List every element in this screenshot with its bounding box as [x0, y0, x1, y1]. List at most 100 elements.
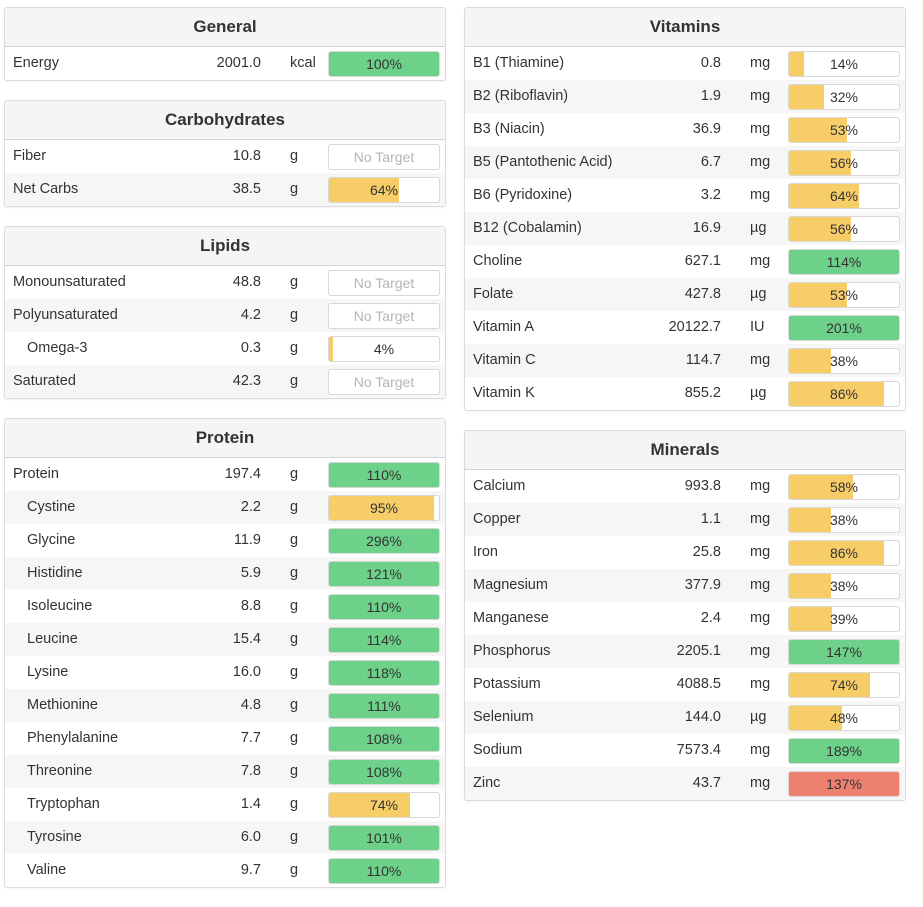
progress-fill: [789, 382, 884, 406]
progress-fill: [329, 727, 439, 751]
nutrient-row-fiber[interactable]: Fiber 10.8 g No Target: [5, 140, 445, 173]
nutrient-unit: mg: [750, 643, 771, 659]
nutrient-list: Energy 2001.0 kcal 100%: [5, 47, 445, 80]
progress-percent: 58%: [829, 479, 859, 495]
target-progress-bar: 189%: [788, 738, 900, 764]
nutrient-unit: g: [290, 631, 299, 647]
nutrient-amount: 1.4: [240, 796, 261, 812]
nutrient-row-net-carbs[interactable]: Net Carbs 38.5 g 64%: [5, 173, 445, 206]
target-progress-bar: No Target: [328, 369, 440, 395]
progress-percent: 108%: [366, 764, 402, 780]
panel-title: Lipids: [5, 227, 445, 266]
nutrient-amount: 4.8: [240, 697, 261, 713]
progress-percent: No Target: [353, 275, 415, 291]
target-progress-bar: 110%: [328, 594, 440, 620]
nutrient-row-choline[interactable]: Choline 627.1 mg 114%: [465, 245, 905, 278]
minerals-panel: Minerals Calcium 993.8 mg 58% Copper 1.1 mg 38% I…: [464, 430, 906, 801]
nutrient-label: Choline: [473, 253, 523, 269]
nutrient-row-valine[interactable]: Valine 9.7 g 110%: [5, 854, 445, 887]
nutrient-row-omega-3[interactable]: Omega-3 0.3 g 4%: [5, 332, 445, 365]
nutrient-row-copper[interactable]: Copper 1.1 mg 38%: [465, 503, 905, 536]
progress-percent: 201%: [826, 320, 862, 336]
nutrient-unit: g: [290, 763, 299, 779]
nutrient-label: Tyrosine: [27, 829, 82, 845]
target-progress-bar: 74%: [328, 792, 440, 818]
nutrient-row-phenylalanine[interactable]: Phenylalanine 7.7 g 108%: [5, 722, 445, 755]
progress-percent: 86%: [829, 545, 859, 561]
nutrient-row-tyrosine[interactable]: Tyrosine 6.0 g 101%: [5, 821, 445, 854]
nutrient-row-histidine[interactable]: Histidine 5.9 g 121%: [5, 557, 445, 590]
nutrient-unit: mg: [750, 352, 771, 368]
target-progress-bar: 56%: [788, 216, 900, 242]
progress-percent: 56%: [829, 221, 859, 237]
nutrient-row-sodium[interactable]: Sodium 7573.4 mg 189%: [465, 734, 905, 767]
nutrient-row-vitamin-a[interactable]: Vitamin A 20122.7 IU 201%: [465, 311, 905, 344]
target-progress-bar: 111%: [328, 693, 440, 719]
progress-fill: [329, 628, 439, 652]
nutrient-list: Monounsaturated 48.8 g No Target Polyunsatur…: [5, 266, 445, 398]
nutrient-unit: g: [290, 565, 299, 581]
progress-percent: 4%: [373, 341, 395, 357]
nutrient-row-b5-pantothenic-acid[interactable]: B5 (Pantothenic Acid) 6.7 mg 56%: [465, 146, 905, 179]
nutrient-row-saturated[interactable]: Saturated 42.3 g No Target: [5, 365, 445, 398]
left-column: General Energy 2001.0 kcal 100% Carbohydrates…: [4, 7, 446, 907]
nutrient-row-methionine[interactable]: Methionine 4.8 g 111%: [5, 689, 445, 722]
target-progress-bar: 114%: [328, 627, 440, 653]
nutrient-row-folate[interactable]: Folate 427.8 µg 53%: [465, 278, 905, 311]
nutrient-label: Glycine: [27, 532, 76, 548]
nutrient-row-vitamin-c[interactable]: Vitamin C 114.7 mg 38%: [465, 344, 905, 377]
nutrient-row-energy[interactable]: Energy 2001.0 kcal 100%: [5, 47, 445, 80]
nutrient-row-tryptophan[interactable]: Tryptophan 1.4 g 74%: [5, 788, 445, 821]
nutrient-row-calcium[interactable]: Calcium 993.8 mg 58%: [465, 470, 905, 503]
progress-fill: [789, 151, 851, 175]
nutrient-row-magnesium[interactable]: Magnesium 377.9 mg 38%: [465, 569, 905, 602]
nutrient-row-isoleucine[interactable]: Isoleucine 8.8 g 110%: [5, 590, 445, 623]
panel-title: Carbohydrates: [5, 101, 445, 140]
progress-fill: [789, 739, 899, 763]
nutrient-label: Iron: [473, 544, 498, 560]
nutrient-row-b6-pyridoxine[interactable]: B6 (Pyridoxine) 3.2 mg 64%: [465, 179, 905, 212]
target-progress-bar: 38%: [788, 348, 900, 374]
nutrient-row-b12-cobalamin[interactable]: B12 (Cobalamin) 16.9 µg 56%: [465, 212, 905, 245]
progress-percent: 86%: [829, 386, 859, 402]
nutrient-row-vitamin-k[interactable]: Vitamin K 855.2 µg 86%: [465, 377, 905, 410]
target-progress-bar: 108%: [328, 726, 440, 752]
nutrient-amount: 4088.5: [676, 676, 721, 692]
nutrient-row-selenium[interactable]: Selenium 144.0 µg 48%: [465, 701, 905, 734]
nutrient-row-b1-thiamine[interactable]: B1 (Thiamine) 0.8 mg 14%: [465, 47, 905, 80]
nutrient-unit: µg: [750, 286, 767, 302]
nutrient-row-phosphorus[interactable]: Phosphorus 2205.1 mg 147%: [465, 635, 905, 668]
nutrient-unit: g: [290, 340, 299, 356]
nutrient-row-leucine[interactable]: Leucine 15.4 g 114%: [5, 623, 445, 656]
nutrient-amount: 1.9: [700, 88, 721, 104]
nutrient-row-cystine[interactable]: Cystine 2.2 g 95%: [5, 491, 445, 524]
nutrient-unit: g: [290, 829, 299, 845]
nutrient-amount: 993.8: [684, 478, 721, 494]
nutrient-row-potassium[interactable]: Potassium 4088.5 mg 74%: [465, 668, 905, 701]
nutrient-row-polyunsaturated[interactable]: Polyunsaturated 4.2 g No Target: [5, 299, 445, 332]
target-progress-bar: 4%: [328, 336, 440, 362]
nutrient-row-zinc[interactable]: Zinc 43.7 mg 137%: [465, 767, 905, 800]
nutrient-row-lysine[interactable]: Lysine 16.0 g 118%: [5, 656, 445, 689]
nutrient-amount: 4.2: [240, 307, 261, 323]
progress-percent: 110%: [366, 599, 402, 615]
nutrient-label: Histidine: [27, 565, 83, 581]
nutrient-row-monounsaturated[interactable]: Monounsaturated 48.8 g No Target: [5, 266, 445, 299]
nutrient-row-b3-niacin[interactable]: B3 (Niacin) 36.9 mg 53%: [465, 113, 905, 146]
nutrient-label: Cystine: [27, 499, 76, 515]
nutrient-amount: 0.8: [700, 55, 721, 71]
nutrient-unit: mg: [750, 742, 771, 758]
nutrient-row-iron[interactable]: Iron 25.8 mg 86%: [465, 536, 905, 569]
nutrient-list: B1 (Thiamine) 0.8 mg 14% B2 (Riboflavin) 1.9 m…: [465, 47, 905, 410]
progress-fill: [789, 640, 899, 664]
progress-percent: 56%: [829, 155, 859, 171]
progress-percent: 64%: [829, 188, 859, 204]
nutrient-row-protein[interactable]: Protein 197.4 g 110%: [5, 458, 445, 491]
nutrient-row-manganese[interactable]: Manganese 2.4 mg 39%: [465, 602, 905, 635]
nutrient-label: Potassium: [473, 676, 541, 692]
nutrient-row-threonine[interactable]: Threonine 7.8 g 108%: [5, 755, 445, 788]
nutrient-row-glycine[interactable]: Glycine 11.9 g 296%: [5, 524, 445, 557]
nutrient-amount: 377.9: [684, 577, 721, 593]
nutrient-row-b2-riboflavin[interactable]: B2 (Riboflavin) 1.9 mg 32%: [465, 80, 905, 113]
nutrient-amount: 427.8: [684, 286, 721, 302]
